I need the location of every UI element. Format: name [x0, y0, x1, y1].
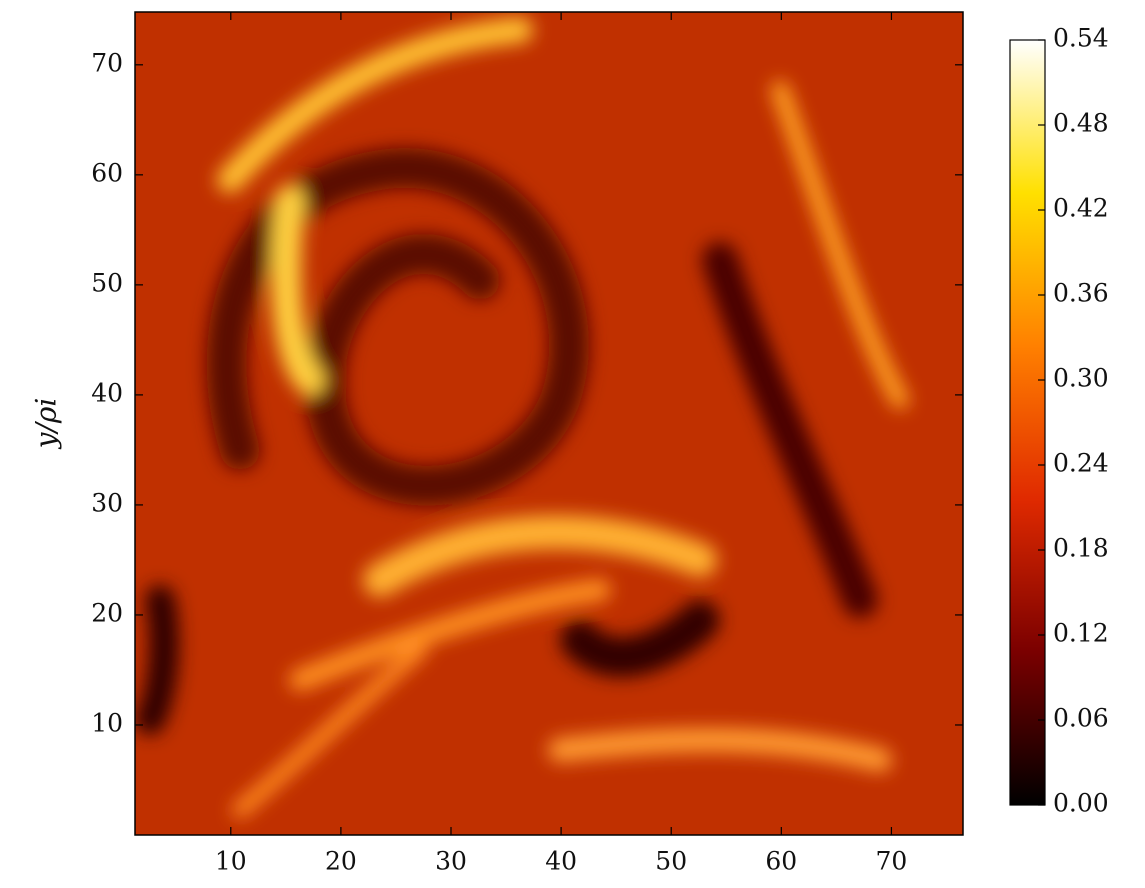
x-tick-label: 70 — [876, 847, 908, 876]
colorbar-tick-label: 0.30 — [1053, 364, 1109, 393]
x-tick-label: 20 — [325, 847, 357, 876]
colorbar-tick-label: 0.18 — [1053, 534, 1109, 563]
colorbar-tick-label: 0.36 — [1053, 279, 1109, 308]
field — [135, 12, 963, 835]
y-axis-label: y/ρi — [30, 398, 63, 451]
x-tick-label: 10 — [215, 847, 247, 876]
y-tick-label: 50 — [91, 268, 123, 297]
plot-frame — [134, 11, 964, 836]
colorbar-tick-label: 0.48 — [1053, 109, 1109, 138]
x-tick-label: 60 — [765, 847, 797, 876]
colorbar-tick-label: 0.54 — [1053, 24, 1109, 53]
y-tick-label: 40 — [91, 378, 123, 407]
colorbar-tick-label: 0.24 — [1053, 449, 1109, 478]
colorbar — [1009, 39, 1046, 806]
x-tick-label: 30 — [435, 847, 467, 876]
y-tick-label: 60 — [91, 158, 123, 187]
x-tick-label: 50 — [655, 847, 687, 876]
y-tick-label: 70 — [91, 48, 123, 77]
colorbar-tick-label: 0.06 — [1053, 704, 1109, 733]
colorbar-tick-label: 0.42 — [1053, 194, 1109, 223]
colorbar-tick-label: 0.12 — [1053, 619, 1109, 648]
x-tick-label: 40 — [545, 847, 577, 876]
y-tick-label: 10 — [91, 708, 123, 737]
colorbar-tick-label: 0.00 — [1053, 789, 1109, 818]
y-tick-label: 20 — [91, 598, 123, 627]
y-tick-label: 30 — [91, 488, 123, 517]
